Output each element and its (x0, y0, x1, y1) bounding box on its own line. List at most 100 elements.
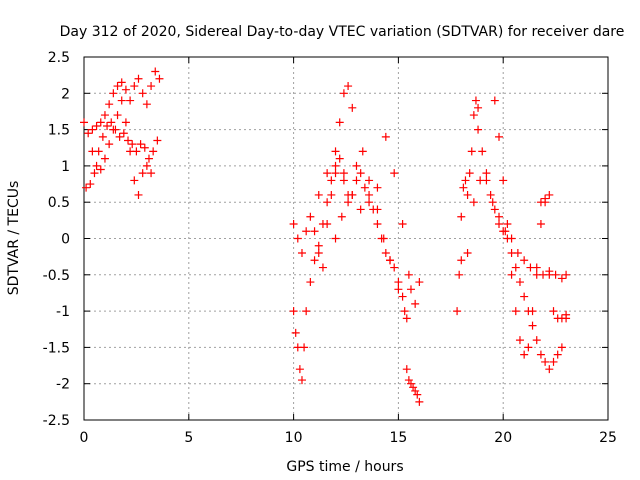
data-point (98, 132, 107, 141)
data-point (323, 219, 332, 228)
data-point (151, 67, 160, 76)
data-point (404, 376, 413, 385)
data-point (467, 147, 476, 156)
data-point (144, 154, 153, 163)
data-point (413, 390, 422, 399)
data-point (142, 100, 151, 109)
data-point (344, 190, 353, 199)
data-point (471, 96, 480, 105)
x-tick-label: 15 (389, 430, 407, 446)
data-point (337, 212, 346, 221)
data-point (117, 78, 126, 87)
data-point (331, 161, 340, 170)
data-point (327, 190, 336, 199)
data-point (126, 147, 135, 156)
data-point (331, 147, 340, 156)
data-point (486, 190, 495, 199)
data-point (314, 249, 323, 258)
data-point (488, 198, 497, 207)
data-point (100, 111, 109, 120)
y-tick-label: -2.5 (43, 413, 70, 429)
data-point (302, 307, 311, 316)
data-point (119, 129, 128, 138)
series-arc-evening-a (453, 96, 483, 316)
data-point (501, 227, 510, 236)
data-point (411, 386, 420, 395)
x-tick-label: 25 (599, 430, 617, 446)
data-point (409, 383, 418, 392)
data-point (344, 198, 353, 207)
data-point (469, 198, 478, 207)
data-point (482, 176, 491, 185)
data-point (390, 169, 399, 178)
data-point (306, 212, 315, 221)
data-point (88, 147, 97, 156)
data-point (310, 256, 319, 265)
data-point (126, 96, 135, 105)
data-point (130, 82, 139, 91)
data-point (109, 125, 118, 134)
data-point (149, 147, 158, 156)
data-point (314, 241, 323, 250)
data-point (373, 219, 382, 228)
data-point (495, 219, 504, 228)
data-point (545, 190, 554, 199)
data-point (121, 85, 130, 94)
data-point (549, 357, 558, 366)
data-point (557, 343, 566, 352)
data-point (115, 132, 124, 141)
data-point (520, 292, 529, 301)
x-tick-label: 10 (285, 430, 303, 446)
data-point (302, 227, 311, 236)
data-point (398, 219, 407, 228)
data-point (400, 307, 409, 316)
y-tick-label: -2 (56, 377, 70, 393)
data-point (360, 183, 369, 192)
data-point (86, 180, 95, 189)
data-point (394, 278, 403, 287)
data-point (386, 256, 395, 265)
data-point (511, 307, 520, 316)
x-tick-label: 20 (494, 430, 512, 446)
series-arc-midday-c (314, 132, 424, 308)
data-point (105, 100, 114, 109)
data-point (300, 343, 309, 352)
data-point (134, 190, 143, 199)
data-point (113, 111, 122, 120)
data-point (138, 169, 147, 178)
data-point (124, 136, 133, 145)
x-tick-label: 0 (80, 430, 89, 446)
data-point (339, 169, 348, 178)
series-arc-midday-a (289, 82, 357, 385)
data-point (289, 307, 298, 316)
data-point (291, 328, 300, 337)
data-point (478, 147, 487, 156)
data-point (553, 350, 562, 359)
data-point (136, 140, 145, 149)
data-point (455, 270, 464, 279)
data-point (147, 82, 156, 91)
data-point (463, 190, 472, 199)
data-point (293, 234, 302, 243)
data-point (536, 350, 545, 359)
data-point (528, 307, 537, 316)
series-arc-morning-c (88, 96, 156, 199)
data-point (289, 219, 298, 228)
y-tick-label: -1 (56, 304, 70, 320)
data-point (532, 263, 541, 272)
data-point (335, 118, 344, 127)
data-point (113, 82, 122, 91)
data-point (339, 176, 348, 185)
grid-lines (84, 57, 608, 420)
x-tick-label: 5 (184, 430, 193, 446)
data-point (373, 183, 382, 192)
data-point (513, 249, 522, 258)
data-point (140, 143, 149, 152)
data-point (318, 263, 327, 272)
data-point (107, 118, 116, 127)
data-point (323, 169, 332, 178)
y-tick-label: 2 (61, 86, 70, 102)
data-point (511, 263, 520, 272)
data-point (402, 365, 411, 374)
data-point (297, 376, 306, 385)
